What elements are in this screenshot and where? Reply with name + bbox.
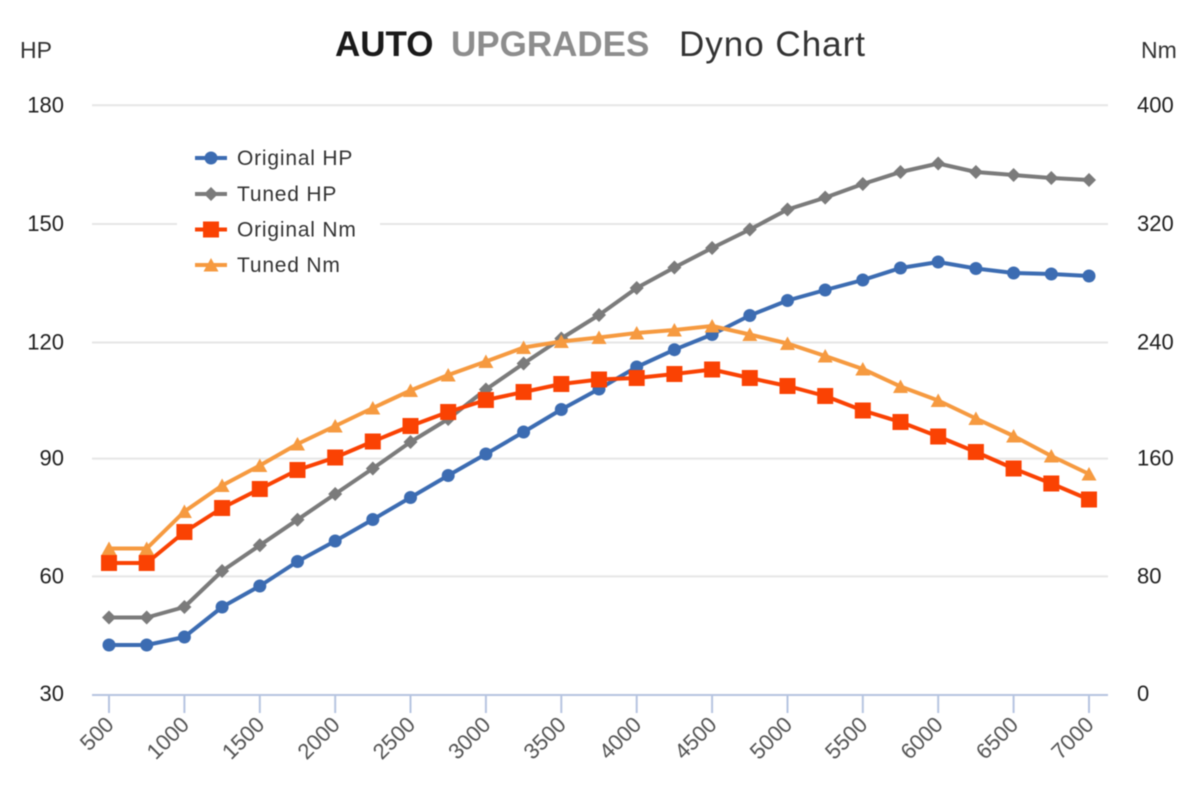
svg-text:30: 30 <box>40 681 64 706</box>
svg-text:320: 320 <box>1137 211 1174 236</box>
svg-text:Tuned Nm: Tuned Nm <box>237 254 341 277</box>
svg-text:90: 90 <box>40 446 64 471</box>
svg-text:240: 240 <box>1137 330 1174 355</box>
svg-text:400: 400 <box>1137 92 1174 117</box>
svg-text:Original HP: Original HP <box>237 147 353 170</box>
svg-text:Original Nm: Original Nm <box>237 219 357 242</box>
svg-text:160: 160 <box>1137 446 1174 471</box>
svg-text:150: 150 <box>27 211 64 236</box>
svg-text:80: 80 <box>1137 563 1161 588</box>
svg-text:AUTO: AUTO <box>335 25 434 64</box>
svg-text:UPGRADES: UPGRADES <box>451 25 649 64</box>
svg-text:Tuned HP: Tuned HP <box>237 183 337 206</box>
svg-text:Nm: Nm <box>1141 37 1177 63</box>
svg-text:120: 120 <box>27 330 64 355</box>
svg-text:60: 60 <box>40 563 64 588</box>
svg-text:Dyno Chart: Dyno Chart <box>679 25 866 64</box>
svg-text:180: 180 <box>27 92 64 117</box>
svg-text:0: 0 <box>1137 681 1149 706</box>
svg-text:HP: HP <box>20 37 52 63</box>
